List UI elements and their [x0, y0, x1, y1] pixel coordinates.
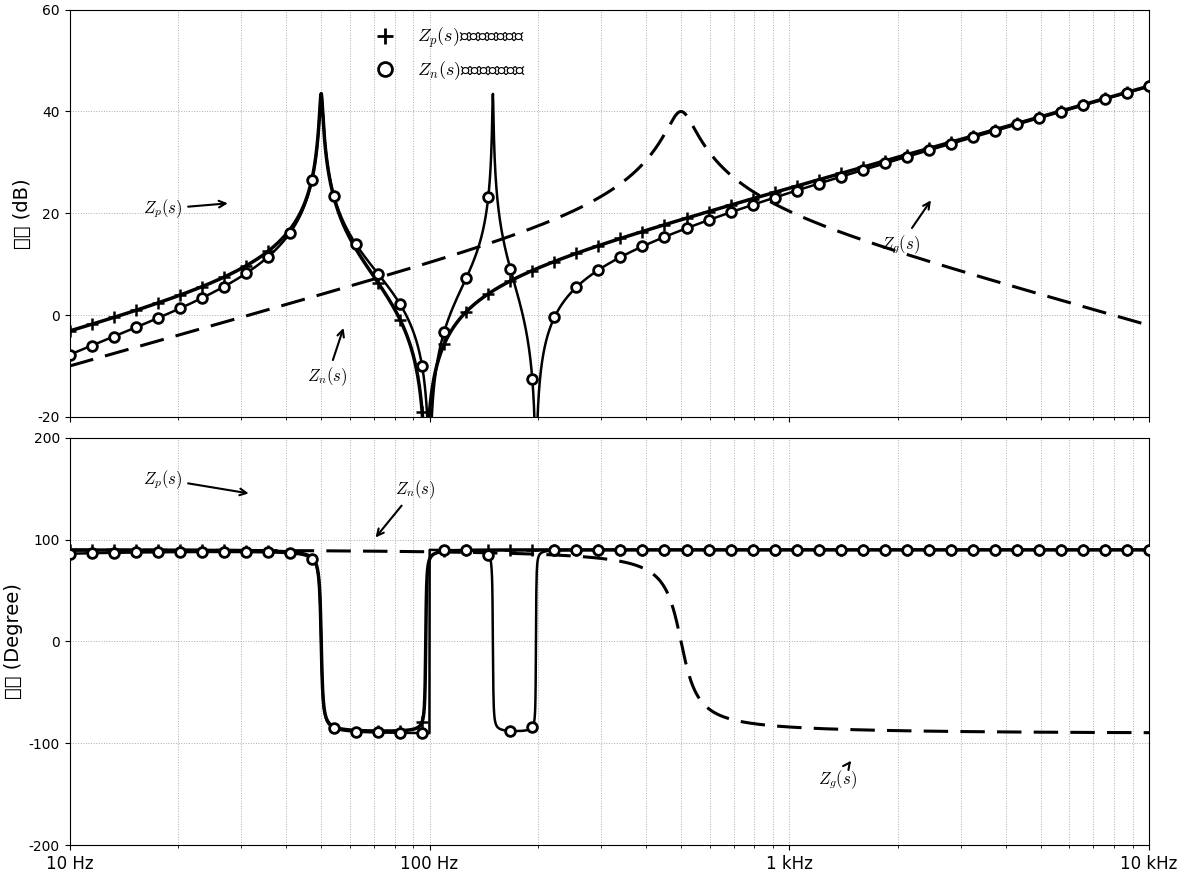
- Text: $Z_n(s)$: $Z_n(s)$: [307, 330, 348, 389]
- Text: $Z_p(s)$: $Z_p(s)$: [143, 197, 226, 220]
- Y-axis label: 幅値 (dB): 幅値 (dB): [13, 178, 32, 248]
- Text: $Z_n(s)$: $Z_n(s)$: [377, 478, 435, 536]
- Text: $Z_g(s)$: $Z_g(s)$: [818, 762, 857, 791]
- Y-axis label: 相位 (Degree): 相位 (Degree): [5, 583, 24, 700]
- Legend: $Z_p(s)$的仿真测量结果, $Z_n(s)$的仿真测量结果: $Z_p(s)$的仿真测量结果, $Z_n(s)$的仿真测量结果: [359, 18, 533, 89]
- Text: $Z_p(s)$: $Z_p(s)$: [143, 467, 246, 496]
- Text: $Z_g(s)$: $Z_g(s)$: [881, 203, 929, 256]
